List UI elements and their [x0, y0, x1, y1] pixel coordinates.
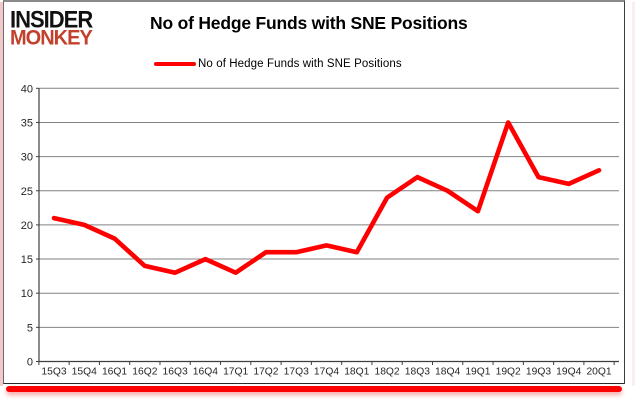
x-tick-label: 17Q4: [314, 367, 339, 378]
y-tick-label: 0: [27, 357, 33, 369]
legend: No of Hedge Funds with SNE Positions: [154, 58, 402, 70]
y-tick-label: 30: [21, 152, 33, 164]
x-tick-label: 16Q3: [163, 367, 188, 378]
x-tick-label: 19Q3: [526, 367, 551, 378]
x-tick-label: 20Q1: [586, 367, 611, 378]
legend-label: No of Hedge Funds with SNE Positions: [198, 58, 402, 70]
chart-card: INSIDER MONKEY No of Hedge Funds with SN…: [3, 0, 625, 384]
y-tick-label: 15: [21, 254, 33, 266]
x-tick-label: 19Q4: [556, 367, 581, 378]
y-tick-label: 10: [21, 288, 33, 300]
series-line: [51, 120, 602, 276]
x-tick-label: 15Q4: [72, 367, 97, 378]
x-tick-label: 17Q3: [284, 367, 309, 378]
left-edge-decoration: [0, 2, 3, 386]
x-tick-label: 18Q4: [435, 367, 460, 378]
x-tick-label: 16Q1: [102, 367, 127, 378]
logo-line-insider: INSIDER: [10, 5, 93, 33]
right-edge-decoration: [632, 2, 635, 386]
y-tick-label: 25: [21, 186, 33, 198]
x-tick-label: 16Q4: [193, 367, 218, 378]
line-chart-plot-area: 0 5 10 15 20 25 30 35 40 15Q3 15Q4 16Q1 16Q2 16Q3 16Q4…: [21, 83, 619, 378]
x-tick-label: 17Q2: [253, 367, 278, 378]
x-tick-label: 18Q2: [374, 367, 399, 378]
insider-monkey-logo: INSIDER MONKEY: [10, 5, 93, 51]
chart-title: No of Hedge Funds with SNE Positions: [150, 13, 468, 33]
x-tick-label: 18Q1: [344, 367, 369, 378]
x-tick-label: 15Q3: [41, 367, 66, 378]
x-tick-label: 17Q1: [223, 367, 248, 378]
x-tick-label: 18Q3: [405, 367, 430, 378]
y-tick-label: 5: [27, 322, 33, 334]
x-tick-label: 19Q1: [465, 367, 490, 378]
y-tick-label: 20: [21, 220, 33, 232]
y-tick-label: 40: [21, 83, 33, 95]
x-tick-label: 16Q2: [132, 367, 157, 378]
legend-line-swatch: [154, 62, 196, 66]
x-tick-label: 19Q2: [496, 367, 521, 378]
bottom-red-shadow: [6, 386, 622, 392]
logo-line-monkey: MONKEY: [10, 26, 93, 51]
y-tick-label: 35: [21, 117, 33, 129]
